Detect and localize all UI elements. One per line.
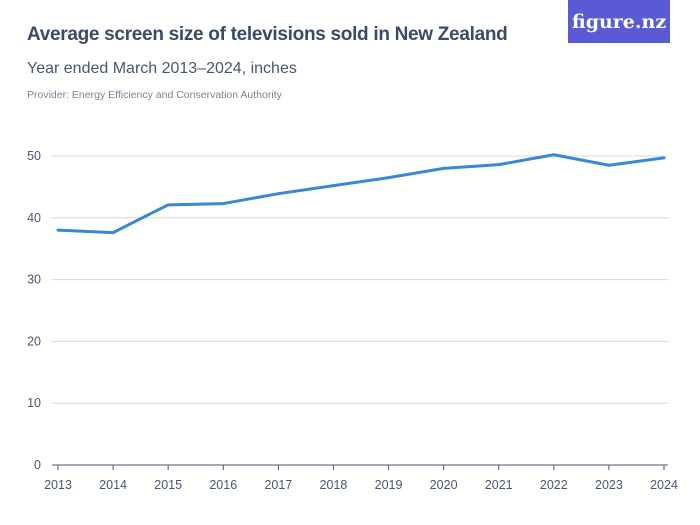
data-point <box>166 203 170 207</box>
data-point <box>331 184 335 188</box>
data-point <box>111 231 115 235</box>
data-point <box>56 228 60 232</box>
data-point <box>662 156 666 160</box>
x-tick-label: 2015 <box>154 478 182 492</box>
data-point <box>497 163 501 167</box>
chart-subtitle: Year ended March 2013–2024, inches <box>27 60 297 77</box>
y-tick-label: 50 <box>27 149 41 163</box>
chart-provider: Provider: Energy Efficiency and Conserva… <box>27 89 282 101</box>
x-tick-label: 2018 <box>320 478 348 492</box>
y-tick-label: 30 <box>27 273 41 287</box>
x-tick-label: 2022 <box>540 478 568 492</box>
y-tick-label: 40 <box>27 211 41 225</box>
x-tick-label: 2019 <box>375 478 403 492</box>
y-tick-label: 0 <box>34 458 41 472</box>
data-point <box>552 153 556 157</box>
y-tick-label: 10 <box>27 396 41 410</box>
data-point <box>442 166 446 170</box>
x-tick-label: 2013 <box>44 478 72 492</box>
series-line <box>57 153 665 235</box>
figure-nz-logo[interactable]: figure.nz <box>568 0 670 43</box>
x-tick-label: 2017 <box>264 478 292 492</box>
data-point <box>387 176 391 180</box>
x-tick-label: 2021 <box>485 478 513 492</box>
x-tick-label: 2014 <box>99 478 127 492</box>
x-tick-label: 2024 <box>650 478 678 492</box>
data-point <box>276 192 280 196</box>
data-point <box>607 163 611 167</box>
x-tick-label: 2020 <box>430 478 458 492</box>
chart-title: Average screen size of televisions sold … <box>27 24 508 45</box>
x-tick-label: 2023 <box>595 478 623 492</box>
data-point <box>221 202 225 206</box>
x-tick-label: 2016 <box>209 478 237 492</box>
y-tick-label: 20 <box>27 334 41 348</box>
